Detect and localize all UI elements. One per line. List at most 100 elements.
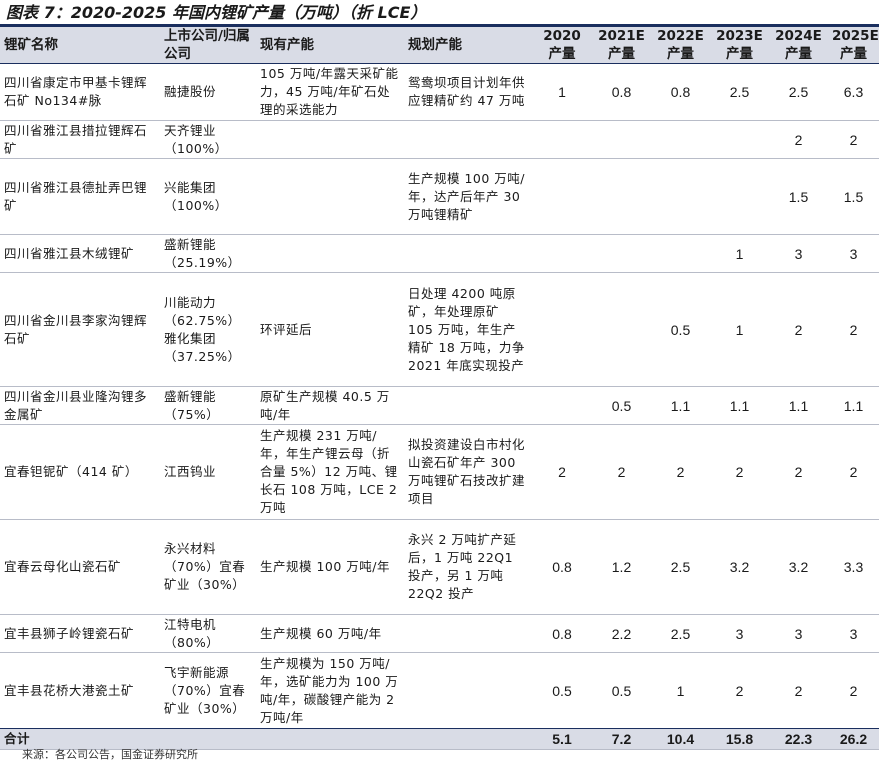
current-capacity bbox=[256, 121, 404, 159]
company-name: 融捷股份 bbox=[164, 84, 217, 99]
company-name: 盛新锂能（75%） bbox=[164, 388, 220, 422]
planned-capacity: 永兴 2 万吨扩产延后，1 万吨 22Q1 投产，另 1 万吨 22Q2 投产 bbox=[408, 532, 517, 601]
output-2021: 0.5 bbox=[611, 682, 632, 699]
output-2023: 1 bbox=[735, 321, 744, 338]
header-plan: 规划产能 bbox=[404, 27, 532, 64]
figure-title: 图表 7：2020-2025 年国内锂矿产量（万吨）（折 LCE） bbox=[6, 3, 427, 22]
output-2022 bbox=[651, 159, 710, 235]
output-2023: 2 bbox=[735, 682, 744, 699]
output-2023 bbox=[710, 121, 769, 159]
output-2021: 2.2 bbox=[611, 625, 632, 642]
title-divider bbox=[0, 24, 879, 27]
company-name: 天齐锂业（100%） bbox=[164, 122, 228, 156]
planned-capacity bbox=[404, 235, 532, 273]
output-2022 bbox=[651, 121, 710, 159]
output-2021 bbox=[592, 235, 651, 273]
company-name: 江特电机（80%） bbox=[164, 616, 220, 650]
output-2021 bbox=[592, 159, 651, 235]
current-capacity: 生产规模 231 万吨/年，年生产锂云母（折合量 5%）12 万吨、锂长石 10… bbox=[260, 428, 398, 515]
output-2020 bbox=[532, 121, 592, 159]
header-capacity: 现有产能 bbox=[256, 27, 404, 64]
mine-name: 四川省金川县业隆沟锂多金属矿 bbox=[4, 388, 148, 422]
output-2023: 1.1 bbox=[729, 397, 750, 414]
output-2024: 3 bbox=[794, 625, 803, 642]
output-2022 bbox=[651, 235, 710, 273]
current-capacity: 生产规模 60 万吨/年 bbox=[260, 625, 382, 641]
output-2022: 2.5 bbox=[670, 559, 691, 575]
table-row: 四川省雅江县措拉锂辉石矿 天齐锂业（100%） 2 2 bbox=[0, 121, 879, 159]
table-row: 宜丰县狮子岭锂瓷石矿 江特电机（80%） 生产规模 60 万吨/年 0.8 2.… bbox=[0, 615, 879, 653]
output-2020: 0.5 bbox=[552, 682, 572, 699]
current-capacity: 生产规模为 150 万吨/年，选矿能力为 100 万吨/年，碳酸锂产能为 2 万… bbox=[260, 655, 399, 725]
table-row: 宜丰县花桥大港瓷土矿 飞宇新能源（70%）宜春矿业（30%） 生产规模为 150… bbox=[0, 653, 879, 729]
planned-capacity: 鸳鸯坝项目计划年供应锂精矿约 47 万吨 bbox=[408, 75, 526, 108]
output-2020 bbox=[532, 273, 592, 387]
current-capacity: 105 万吨/年露天采矿能力，45 万吨/年矿石处理的采选能力 bbox=[260, 66, 399, 117]
current-capacity: 生产规模 100 万吨/年 bbox=[260, 559, 391, 574]
output-2025: 1.1 bbox=[843, 397, 864, 414]
output-2022: 2 bbox=[676, 464, 685, 480]
company-name: 川能动力（62.75%）雅化集团（37.25%） bbox=[164, 294, 241, 364]
total-2024: 22.3 bbox=[769, 728, 828, 750]
output-2023: 2 bbox=[735, 464, 744, 480]
output-2025: 2 bbox=[849, 131, 858, 148]
header-2024: 2024E 产量 bbox=[769, 27, 828, 64]
table-row: 四川省金川县李家沟锂辉石矿 川能动力（62.75%）雅化集团（37.25%） 环… bbox=[0, 273, 879, 387]
output-2024: 2 bbox=[794, 131, 803, 148]
header-mine: 锂矿名称 bbox=[0, 27, 160, 64]
output-2021: 1.2 bbox=[611, 559, 632, 575]
output-2025: 2 bbox=[849, 321, 858, 338]
planned-capacity: 生产规模 100 万吨/年，达产后年产 30 万吨锂精矿 bbox=[408, 170, 526, 222]
planned-capacity bbox=[404, 653, 532, 729]
output-2025: 1.5 bbox=[843, 188, 864, 205]
company-name: 飞宇新能源（70%）宜春矿业（30%） bbox=[164, 664, 246, 716]
mine-name: 宜丰县花桥大港瓷土矿 bbox=[4, 682, 135, 698]
output-2023: 3 bbox=[735, 625, 744, 642]
company-name: 永兴材料（70%）宜春矿业（30%） bbox=[164, 541, 246, 592]
company-name: 江西钨业 bbox=[164, 464, 217, 479]
header-2023: 2023E 产量 bbox=[710, 27, 769, 64]
current-capacity bbox=[256, 159, 404, 235]
output-2020: 0.8 bbox=[552, 625, 572, 642]
output-2024: 3.2 bbox=[788, 559, 809, 575]
mine-name: 四川省雅江县木绒锂矿 bbox=[4, 245, 135, 261]
table-row: 宜春钽铌矿（414 矿） 江西钨业 生产规模 231 万吨/年，年生产锂云母（折… bbox=[0, 425, 879, 520]
output-2021 bbox=[592, 273, 651, 387]
output-2025: 2 bbox=[849, 464, 858, 480]
current-capacity: 原矿生产规模 40.5 万吨/年 bbox=[260, 388, 390, 422]
output-2022: 1.1 bbox=[670, 397, 691, 414]
current-capacity bbox=[256, 235, 404, 273]
output-2025: 6.3 bbox=[843, 84, 864, 100]
total-empty bbox=[160, 728, 256, 750]
output-2020 bbox=[532, 387, 592, 425]
table-row: 宜春云母化山瓷石矿 永兴材料（70%）宜春矿业（30%） 生产规模 100 万吨… bbox=[0, 520, 879, 615]
table-row: 四川省雅江县德扯弄巴锂矿 兴能集团（100%） 生产规模 100 万吨/年，达产… bbox=[0, 159, 879, 235]
output-2025: 3.3 bbox=[843, 559, 864, 575]
company-name: 兴能集团（100%） bbox=[164, 179, 228, 213]
output-2024: 1.1 bbox=[788, 397, 809, 414]
output-2024: 2 bbox=[794, 321, 803, 338]
output-2023: 3.2 bbox=[729, 559, 750, 575]
output-2024: 2 bbox=[794, 464, 803, 480]
table-row: 四川省金川县业隆沟锂多金属矿 盛新锂能（75%） 原矿生产规模 40.5 万吨/… bbox=[0, 387, 879, 425]
output-2023 bbox=[710, 159, 769, 235]
total-2025: 26.2 bbox=[828, 728, 879, 750]
current-capacity: 环评延后 bbox=[260, 321, 313, 337]
total-2021: 7.2 bbox=[592, 728, 651, 750]
output-2024: 1.5 bbox=[788, 188, 809, 205]
output-2020 bbox=[532, 235, 592, 273]
mine-name: 宜丰县狮子岭锂瓷石矿 bbox=[4, 625, 135, 641]
planned-capacity bbox=[404, 387, 532, 425]
output-2024: 2 bbox=[794, 682, 803, 699]
mine-name: 四川省金川县李家沟锂辉石矿 bbox=[4, 312, 148, 346]
header-company: 上市公司/归属公司 bbox=[160, 27, 256, 64]
table-row: 四川省康定市甲基卡锂辉石矿 No134#脉 融捷股份 105 万吨/年露天采矿能… bbox=[0, 64, 879, 121]
output-2021 bbox=[592, 121, 651, 159]
output-2021: 0.8 bbox=[611, 84, 632, 100]
header-2022: 2022E 产量 bbox=[651, 27, 710, 64]
output-2021: 2 bbox=[617, 464, 626, 480]
mine-name: 四川省雅江县德扯弄巴锂矿 bbox=[4, 179, 148, 213]
total-empty bbox=[404, 728, 532, 750]
source-note: 来源：各公司公告，国金证券研究所 bbox=[22, 748, 198, 761]
table-header: 锂矿名称 上市公司/归属公司 现有产能 规划产能 2020 产量 2021E 产… bbox=[0, 27, 879, 64]
